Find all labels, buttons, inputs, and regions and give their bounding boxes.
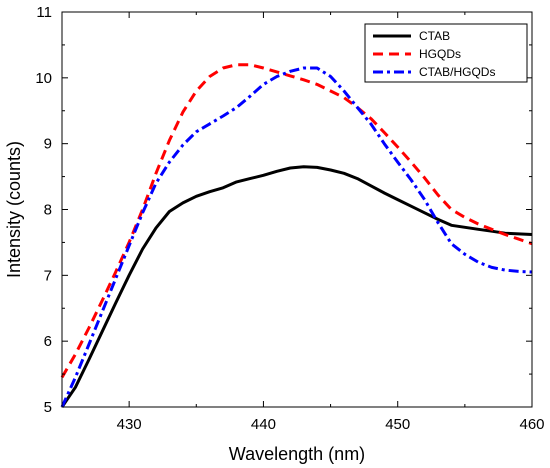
legend: CTAB HGQDs CTAB/HGQDs — [364, 23, 528, 83]
x-tick-label: 440 — [251, 416, 276, 433]
x-tick-label: 450 — [385, 416, 410, 433]
y-tick-label: 8 — [44, 202, 52, 219]
x-tick-label: 430 — [117, 416, 142, 433]
series-line-1 — [60, 63, 533, 379]
y-tick-label: 10 — [35, 70, 52, 87]
legend-label: HGQDs — [419, 47, 461, 61]
legend-label: CTAB/HGQDs — [419, 65, 495, 79]
y-tick-label: 7 — [44, 267, 52, 284]
y-tick-label: 6 — [44, 333, 52, 350]
y-tick-label: 11 — [36, 4, 52, 21]
series-line-0 — [60, 165, 533, 408]
plot-area — [60, 63, 533, 408]
y-axis-title: Intensity (counts) — [4, 141, 24, 278]
x-axis-title: Wavelength (nm) — [229, 444, 365, 464]
legend-label: CTAB — [419, 29, 450, 43]
x-tick-label: 460 — [519, 416, 544, 433]
y-tick-label: 9 — [44, 136, 52, 153]
y-tick-label: 5 — [44, 399, 52, 416]
axis-ticks: 430 440 450 460 5 6 7 8 9 10 11 — [35, 4, 544, 433]
series-line-2 — [60, 66, 533, 408]
